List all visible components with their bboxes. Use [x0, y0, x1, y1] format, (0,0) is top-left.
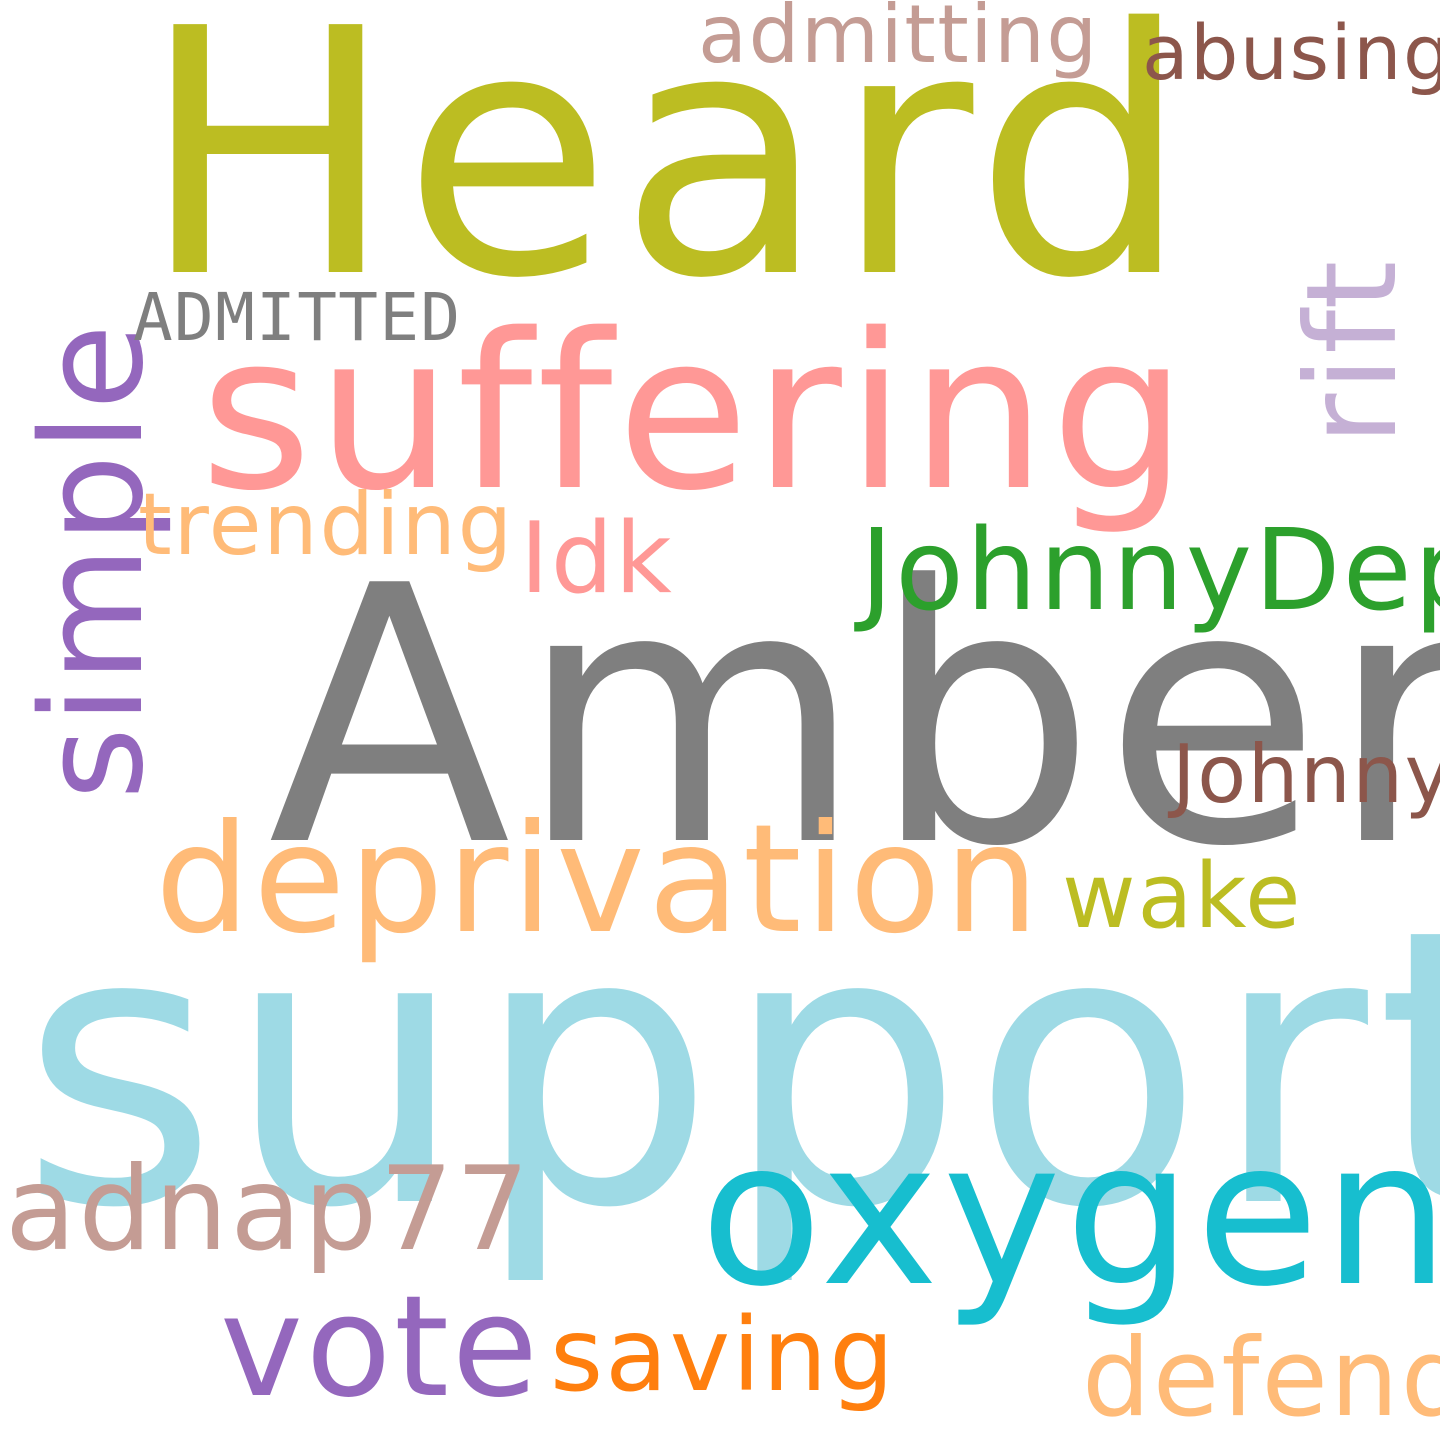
- word-admitting: admitting: [698, 0, 1099, 81]
- word-amber: Amber: [268, 510, 1440, 924]
- word-adnap77: adnap77: [5, 1142, 532, 1277]
- word-suffering: suffering: [200, 287, 1192, 538]
- word-saving: saving: [550, 1296, 896, 1415]
- word-deprivation: deprivation: [155, 793, 1043, 967]
- word-idk: Idk: [520, 502, 674, 616]
- word-defend: defend: [1082, 1316, 1440, 1440]
- word-trending: trending: [138, 475, 514, 575]
- word-support: support: [20, 848, 1440, 1291]
- word-johnnydepp: JohnnyDepp: [860, 506, 1440, 636]
- word-johnny: Johnny: [1172, 728, 1440, 821]
- word-abusing: abusing: [1142, 8, 1440, 97]
- word-admitted: ADMITTED: [133, 279, 462, 356]
- word-wake: wake: [1062, 844, 1303, 949]
- word-heard: Heard: [140, 0, 1197, 353]
- word-oxygen: oxygen: [700, 1098, 1440, 1331]
- word-rift: rift: [1280, 258, 1425, 445]
- word-vote: vote: [220, 1266, 541, 1429]
